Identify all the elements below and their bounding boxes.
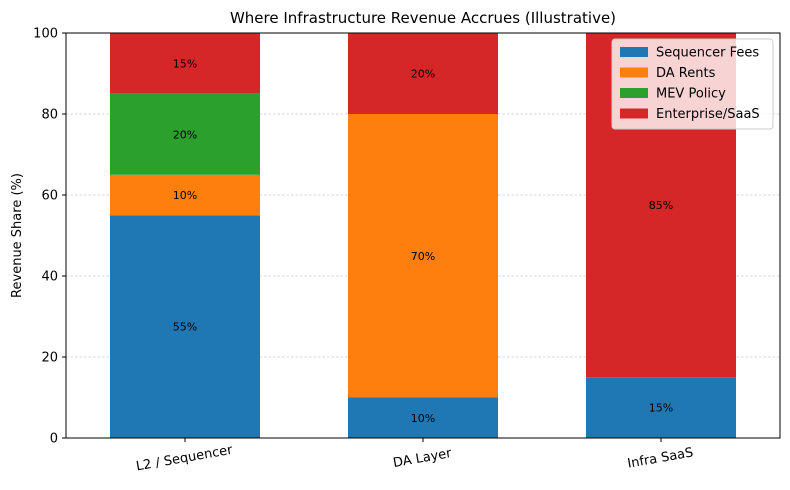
legend-swatch bbox=[620, 47, 648, 57]
data-label: 15% bbox=[173, 57, 197, 70]
legend: Sequencer Fees DA Rents MEV Policy Enterpri… bbox=[611, 38, 774, 130]
y-tick-label: 0 bbox=[50, 432, 58, 447]
y-tick-label: 20 bbox=[41, 351, 58, 366]
chart-title: Where Infrastructure Revenue Accrues (Il… bbox=[230, 9, 616, 27]
legend-label: MEV Policy bbox=[656, 87, 726, 102]
bar-segment bbox=[586, 377, 736, 438]
legend-label: DA Rents bbox=[656, 66, 716, 81]
bars bbox=[110, 33, 736, 438]
bar-segment bbox=[348, 114, 498, 398]
data-label: 20% bbox=[411, 68, 435, 81]
data-label: 85% bbox=[649, 199, 673, 212]
bar-segment bbox=[110, 174, 260, 216]
data-label: 15% bbox=[649, 402, 673, 415]
y-tick-label: 40 bbox=[41, 270, 58, 285]
data-labels: 55% 10% 20% 15% 10% 70% 20% 15% 85% bbox=[173, 57, 673, 424]
bar-segment bbox=[110, 33, 260, 94]
y-tick-label: 80 bbox=[41, 108, 58, 123]
legend-label: Sequencer Fees bbox=[656, 46, 759, 61]
data-label: 10% bbox=[411, 412, 435, 425]
bar-segment bbox=[348, 33, 498, 114]
legend-swatch bbox=[620, 108, 648, 119]
data-label: 55% bbox=[173, 321, 197, 334]
legend-swatch bbox=[620, 88, 648, 98]
data-label: 20% bbox=[173, 128, 197, 141]
data-label: 70% bbox=[411, 250, 435, 263]
y-axis-label: Revenue Share (%) bbox=[10, 173, 25, 298]
y-tick-label: 100 bbox=[33, 27, 58, 42]
bar-segment bbox=[110, 215, 260, 438]
bar-segment bbox=[348, 397, 498, 438]
data-label: 10% bbox=[173, 189, 197, 202]
legend-swatch bbox=[620, 67, 648, 78]
y-tick-label: 60 bbox=[41, 189, 58, 204]
legend-label: Enterprise/SaaS bbox=[656, 107, 760, 122]
bar-segment bbox=[110, 93, 260, 175]
legend-box bbox=[611, 38, 774, 130]
